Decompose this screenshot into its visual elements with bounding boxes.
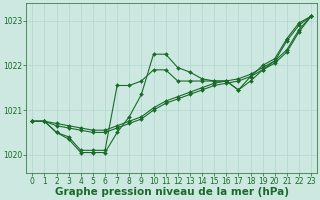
X-axis label: Graphe pression niveau de la mer (hPa): Graphe pression niveau de la mer (hPa) bbox=[55, 187, 289, 197]
